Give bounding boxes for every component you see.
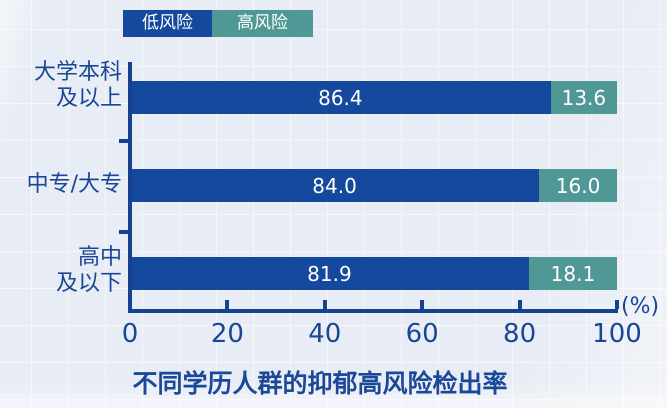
x-axis-tick (517, 300, 522, 309)
bar-segment-high-risk: 16.0 (539, 169, 617, 202)
y-axis-tick (119, 230, 129, 234)
bar-row: 84.0 16.0 (130, 169, 617, 202)
x-axis-tick-labels: 0 20 40 60 80 100 (122, 319, 642, 352)
x-tick-label: 40 (308, 319, 342, 349)
bar-value-label: 18.1 (550, 261, 596, 286)
x-axis-line (128, 309, 618, 313)
x-tick-label: 20 (210, 319, 244, 349)
bar-row: 86.4 13.6 (130, 81, 617, 114)
bar-segment-high-risk: 13.6 (550, 81, 617, 114)
x-axis-tick (615, 300, 619, 309)
bar-value-label: 81.9 (307, 261, 352, 286)
legend-item-low-risk: 低风险 (123, 10, 212, 37)
category-label: 中专/大专 (26, 172, 122, 198)
x-tick-label: 60 (405, 319, 439, 349)
x-axis-tick (322, 300, 327, 309)
bar-value-label: 13.6 (561, 85, 607, 110)
y-axis-tick (119, 139, 129, 143)
bar-value-label: 84.0 (312, 173, 357, 198)
legend: 低风险 高风险 (123, 10, 313, 37)
legend-item-high-risk: 高风险 (212, 10, 313, 37)
bar-row: 81.9 18.1 (130, 257, 617, 290)
bar-value-label: 16.0 (555, 173, 601, 198)
legend-label-low-risk: 低风险 (142, 13, 193, 33)
bar-segment-low-risk: 84.0 (130, 169, 540, 202)
bar-segment-low-risk: 86.4 (130, 81, 551, 114)
axis-unit-label: (%) (621, 294, 660, 319)
y-axis-line (128, 62, 132, 313)
chart-title: 不同学历人群的抑郁高风险检出率 (132, 369, 508, 398)
x-axis-ticks (130, 300, 619, 309)
bar-segment-high-risk: 18.1 (528, 257, 617, 290)
bar-value-label: 86.4 (318, 85, 363, 110)
bar-segment-low-risk: 81.9 (130, 257, 529, 290)
x-axis-tick (225, 300, 230, 309)
x-tick-label: 80 (503, 319, 537, 349)
x-tick-label: 0 (121, 319, 139, 349)
x-tick-label: 100 (592, 319, 642, 349)
x-axis-tick (420, 300, 425, 309)
category-label: 高中 及以下 (55, 245, 122, 296)
category-label: 大学本科 及以上 (33, 60, 122, 111)
legend-label-high-risk: 高风险 (237, 13, 288, 33)
